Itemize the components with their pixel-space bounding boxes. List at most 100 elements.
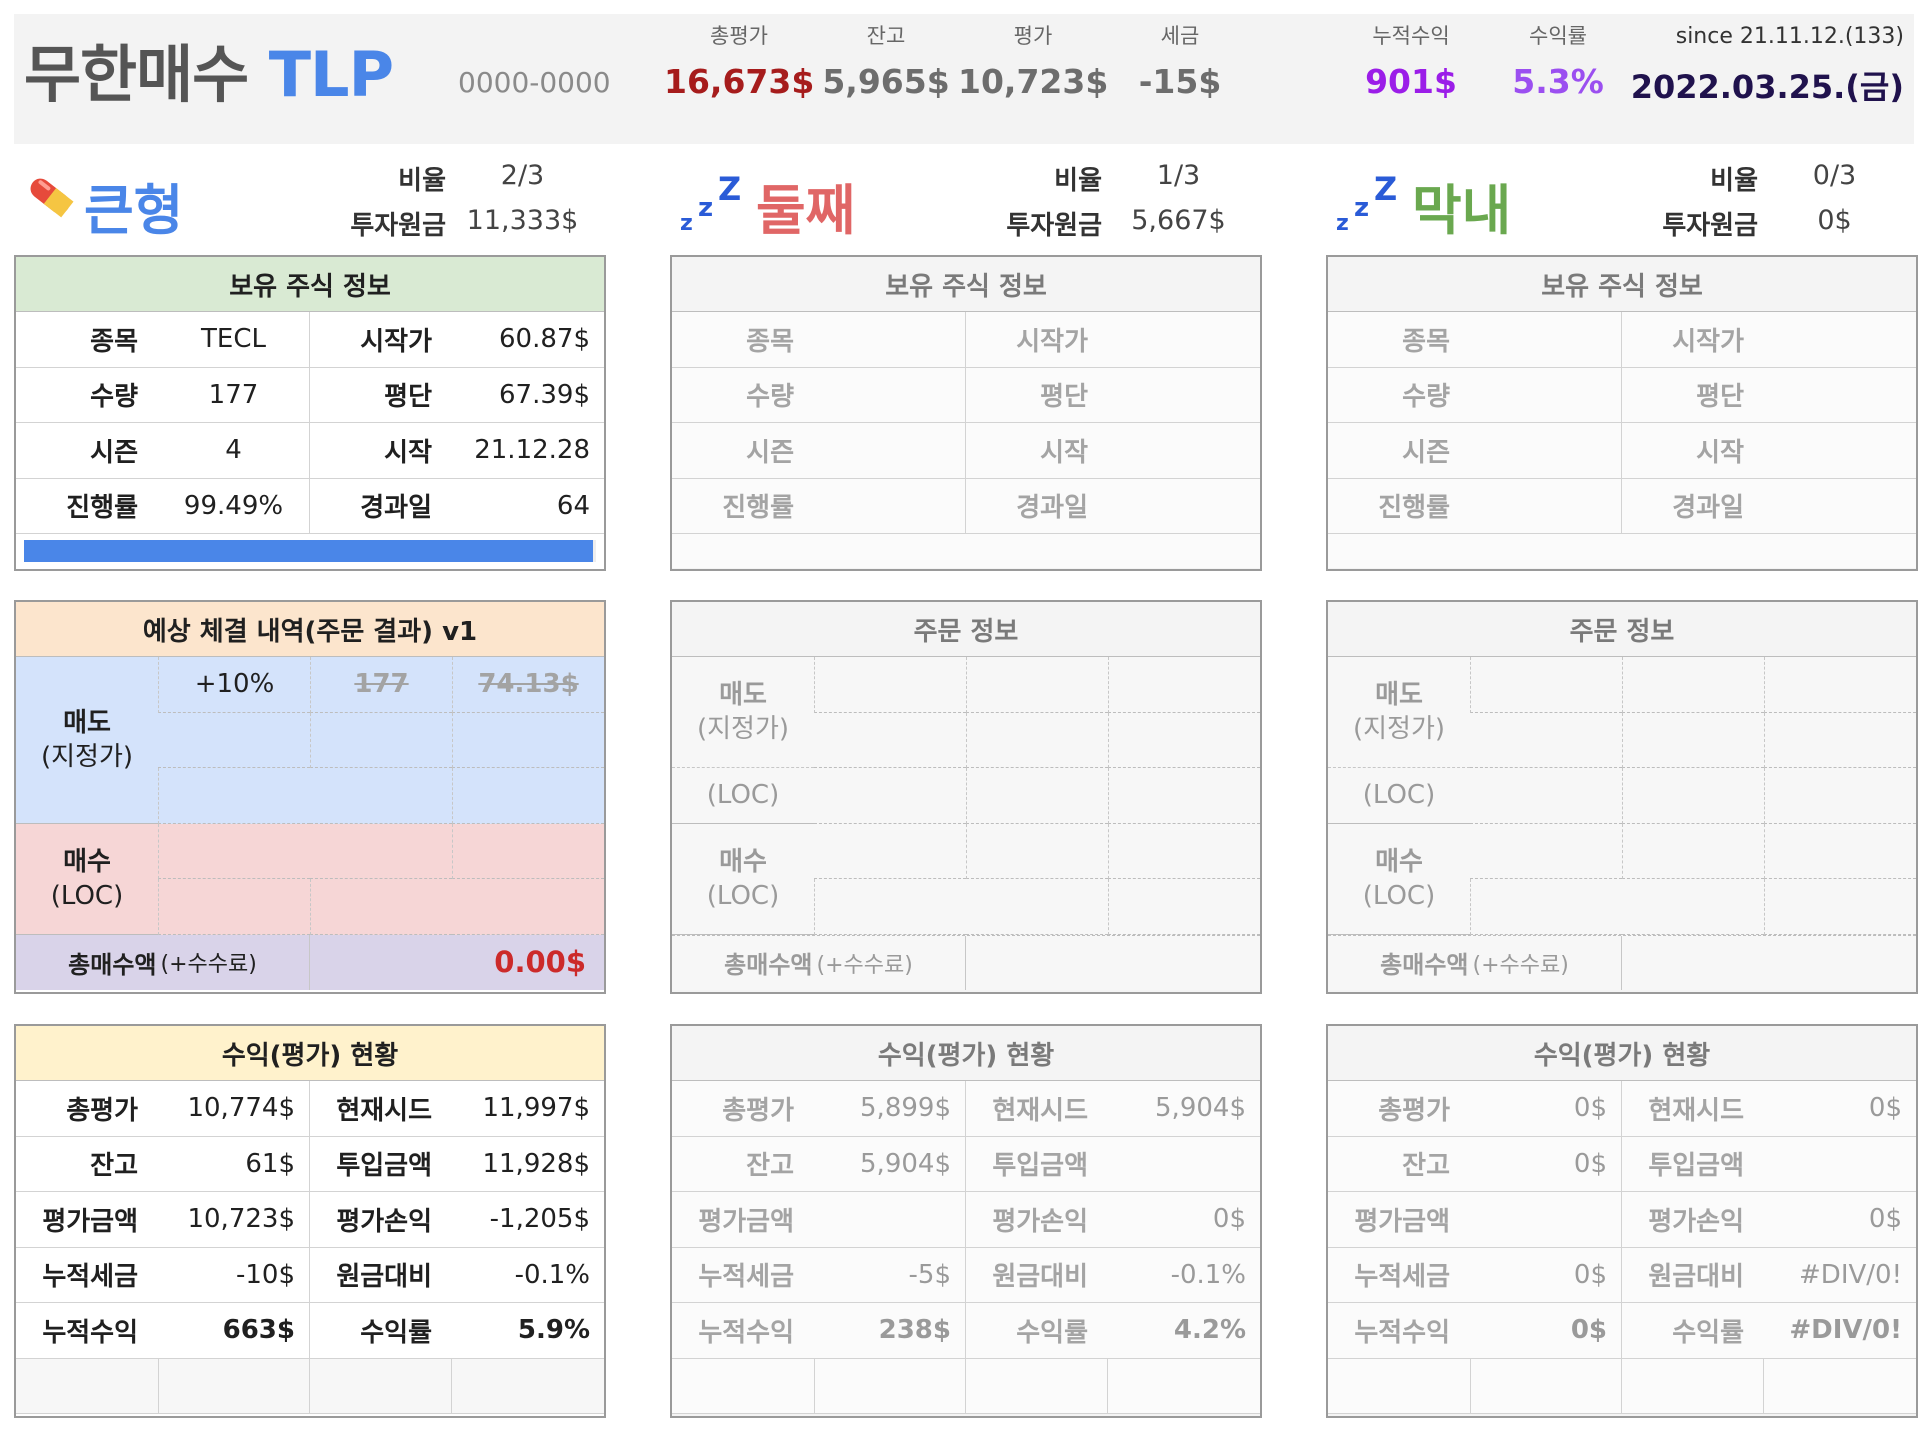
total-buy-label: 총매수액 (+수수료)	[1328, 935, 1622, 990]
sell-percent: +10%	[158, 657, 310, 713]
ratio-value: 0/3	[1812, 160, 1857, 191]
order-cell	[966, 768, 1108, 824]
key-start-price: 시작가	[1622, 312, 1764, 368]
loc-sell-label: (LOC)	[672, 768, 814, 824]
order-cell	[1108, 879, 1260, 935]
value-total-eval: 0$	[1470, 1081, 1622, 1137]
value-start	[1108, 423, 1260, 479]
fee-text: (+수수료)	[816, 952, 913, 978]
order-cell	[814, 823, 966, 879]
key-rate: 수익률	[966, 1303, 1108, 1359]
principal-value: 11,333$	[466, 205, 579, 236]
holdings-title: 보유 주식 정보	[672, 257, 1260, 312]
header-bar: 무한매수 TLP 0000-0000 총평가 16,673$ 잔고 5,965$…	[14, 14, 1914, 144]
stat-value: 901$	[1365, 62, 1457, 101]
value-avg	[1764, 367, 1916, 423]
principal-value: 5,667$	[1131, 205, 1226, 236]
value-qty: 177	[158, 367, 310, 423]
stat-label: 총평가	[710, 24, 768, 48]
order-cell	[1622, 823, 1764, 879]
value-balance: 61$	[158, 1136, 310, 1192]
app-name: 무한매수	[24, 38, 249, 111]
svg-text:z: z	[680, 211, 693, 234]
value-ticker: TECL	[158, 312, 310, 368]
empty-cell	[1764, 1358, 1916, 1414]
empty-cell	[966, 1358, 1108, 1414]
value-eval-amount	[1470, 1192, 1622, 1248]
holdings-grid: 종목 시작가 수량 평단 시즌 시작 진행률 경과일	[1328, 312, 1916, 534]
key-eval-pl: 평가손익	[310, 1192, 452, 1248]
value-avg	[1108, 367, 1260, 423]
key-avg: 평단	[966, 367, 1108, 423]
stat-tax: 세금 -15$	[1105, 20, 1255, 101]
order-cell	[310, 823, 452, 879]
key-ticker: 종목	[16, 312, 158, 368]
buy-label: 매수 (LOC)	[16, 823, 158, 935]
order-cell	[1764, 768, 1916, 824]
order-cell	[158, 879, 310, 935]
total-buy-text: 총매수액	[1380, 951, 1469, 979]
total-buy-label: 총매수액 (+수수료)	[672, 935, 966, 990]
value-progress	[1470, 478, 1622, 534]
stat-value: 5.3%	[1512, 62, 1604, 101]
stat-label: 수익률	[1529, 24, 1587, 48]
total-buy-text: 총매수액	[68, 950, 157, 979]
buy-text: 매수	[719, 846, 767, 877]
total-buy-row: 총매수액 (+수수료)	[672, 934, 1260, 990]
key-balance: 잔고	[16, 1137, 158, 1192]
key-start-price: 시작가	[966, 312, 1108, 368]
order-cell	[1622, 712, 1764, 768]
stat-balance: 잔고 5,965$	[811, 20, 961, 101]
value-season	[814, 423, 966, 479]
order-cell	[452, 712, 604, 768]
order-grid: 매도 (지정가) (LOC) 매수 (LOC)	[1328, 657, 1916, 935]
order-cell	[1622, 768, 1764, 824]
value-tax: -10$	[158, 1247, 310, 1303]
order-cell	[1470, 712, 1622, 768]
key-invested: 투입금액	[966, 1136, 1108, 1192]
order-cell	[158, 768, 310, 824]
value-vs-principal: #DIV/0!	[1764, 1247, 1916, 1303]
svg-text:z: z	[1336, 211, 1349, 234]
key-invested: 투입금액	[1622, 1136, 1764, 1192]
key-vs-principal: 원금대비	[1622, 1247, 1764, 1303]
svg-text:z: z	[698, 193, 713, 223]
value-start	[1764, 423, 1916, 479]
stat-value: 5,965$	[822, 62, 950, 101]
order-cell	[310, 768, 452, 824]
total-buy-value	[1622, 936, 1916, 990]
value-invested	[1108, 1136, 1260, 1192]
order-cell	[814, 712, 966, 768]
loc-sell-label: (LOC)	[1328, 768, 1470, 824]
order-cell	[814, 879, 966, 935]
sell-qty: 177	[310, 657, 452, 713]
current-date: 2022.03.25.(금)	[1630, 68, 1904, 106]
ratio-label: 비율	[398, 166, 446, 196]
stat-rate: 수익률 5.3%	[1483, 20, 1633, 101]
value-days: 64	[452, 479, 604, 534]
order-grid: 매도 (지정가) (LOC) 매수 (LOC)	[672, 657, 1260, 935]
order-cell	[1470, 768, 1622, 824]
stat-label: 세금	[1160, 24, 1200, 48]
buy-label: 매수 (LOC)	[1328, 823, 1470, 935]
value-balance: 0$	[1470, 1136, 1622, 1192]
value-tax: 0$	[1470, 1247, 1622, 1303]
order-cell	[1764, 657, 1916, 713]
value-cum-profit: 0$	[1470, 1303, 1622, 1359]
column-head-3: z z Z 막내 비율 0/3 투자원금 0$	[1326, 150, 1918, 250]
order-cell	[1470, 823, 1622, 879]
profit-panel-3: 수익(평가) 현황 총평가 0$ 현재시드 0$ 잔고 0$ 투입금액 평가금액…	[1326, 1024, 1918, 1418]
principal-label: 투자원금	[350, 211, 446, 241]
profit-title: 수익(평가) 현황	[1328, 1026, 1916, 1081]
profit-title: 수익(평가) 현황	[672, 1026, 1260, 1081]
order-cell	[310, 712, 452, 768]
value-ticker	[814, 312, 966, 368]
holdings-panel-3: 보유 주식 정보 종목 시작가 수량 평단 시즌 시작 진행률 경과일	[1326, 255, 1918, 571]
sell-label: 매도 (지정가)	[1328, 657, 1470, 768]
key-balance: 잔고	[1328, 1136, 1470, 1192]
principal-label: 투자원금	[1662, 211, 1758, 241]
ratio-value: 1/3	[1156, 160, 1201, 191]
limit-text: (지정가)	[1352, 714, 1446, 744]
value-start: 21.12.28	[452, 423, 604, 479]
key-season: 시즌	[1328, 423, 1470, 479]
